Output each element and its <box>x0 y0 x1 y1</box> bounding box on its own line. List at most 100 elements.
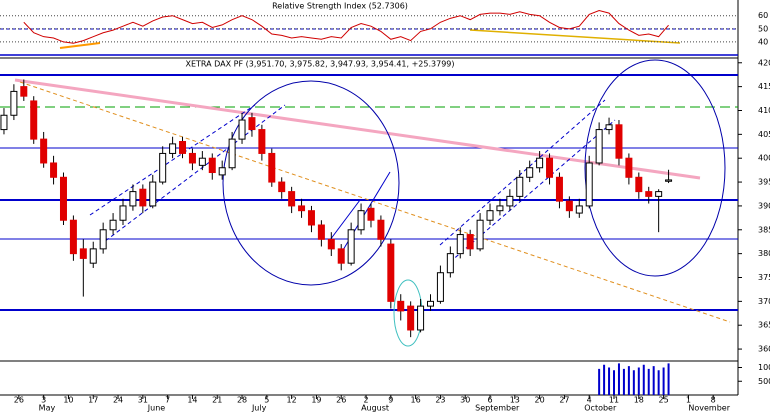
candle-body <box>655 191 663 197</box>
candle-body <box>456 234 464 255</box>
candle-body <box>417 305 425 331</box>
candle-body <box>288 191 296 207</box>
candle-body <box>367 207 375 221</box>
candle-body <box>575 205 583 214</box>
candle-body <box>50 162 58 178</box>
candle-body <box>228 138 236 169</box>
candle-body <box>10 90 18 116</box>
channel-line <box>439 99 606 246</box>
x-tick-label: 19 <box>311 396 321 405</box>
y-tick-label: 10000 <box>758 363 770 372</box>
candle-body <box>69 219 77 255</box>
y-tick-label: 50 <box>758 24 768 33</box>
y-tick-label: 5000 <box>758 377 770 386</box>
x-tick-label: 17 <box>88 396 98 405</box>
candle-body <box>357 210 365 231</box>
chart-title: XETRA DAX PF (3,951.70, 3,975.82, 3,947.… <box>185 60 454 69</box>
candle-body <box>159 152 167 183</box>
candle-body <box>20 86 28 97</box>
x-tick-label: 28 <box>237 396 247 405</box>
candle-body <box>347 229 355 264</box>
x-tick-label: 27 <box>559 396 569 405</box>
y-tick-label: 4100 <box>758 106 770 115</box>
x-tick-label: 26 <box>336 396 346 405</box>
candle-body <box>89 248 97 264</box>
candle-body <box>109 219 117 231</box>
candle-body <box>179 141 187 154</box>
x-tick-label: 20 <box>535 396 545 405</box>
y-tick-label: 3600 <box>758 345 770 354</box>
highlight-circle <box>584 59 726 277</box>
candle-body <box>248 117 256 131</box>
x-tick-label: 3 <box>41 396 46 405</box>
candle-body <box>387 243 395 302</box>
candle-body <box>585 162 593 207</box>
x-tick-label: 12 <box>287 396 297 405</box>
x-tick-label: 25 <box>659 396 669 405</box>
month-label: May <box>39 404 56 412</box>
channel-line <box>329 199 361 241</box>
candle-body <box>377 219 385 240</box>
y-tick-label: 3850 <box>758 225 770 234</box>
candle-body <box>149 181 157 207</box>
y-tick-label: 3700 <box>758 297 770 306</box>
candle-body <box>30 100 38 140</box>
candle-body <box>188 152 196 164</box>
candle-body <box>298 205 306 212</box>
candle-body <box>307 210 315 226</box>
y-tick-label: 40 <box>758 37 768 46</box>
candle-body <box>605 124 613 131</box>
x-tick-label: 1 <box>686 396 691 405</box>
y-tick-label: 4150 <box>758 82 770 91</box>
x-tick-label: 23 <box>435 396 445 405</box>
candle-body <box>565 200 573 212</box>
candle-body <box>555 176 563 202</box>
y-tick-label: 60 <box>758 11 768 20</box>
candle-body <box>397 300 405 312</box>
candle-body <box>595 129 603 164</box>
candle-body <box>546 157 554 178</box>
candle-body <box>506 195 514 207</box>
candle-body <box>665 179 673 182</box>
x-tick-label: 16 <box>411 396 421 405</box>
x-tick-label: 7 <box>165 396 170 405</box>
candle-body <box>278 181 286 193</box>
x-tick-label: 11 <box>609 396 619 405</box>
candle-body <box>268 152 276 183</box>
month-label: September <box>475 404 520 412</box>
x-tick-label: 30 <box>460 396 470 405</box>
candle-body <box>427 300 434 307</box>
rsi-trendline <box>469 29 681 44</box>
candle-body <box>407 305 415 331</box>
candle-body <box>317 224 325 240</box>
x-tick-label: 24 <box>113 396 123 405</box>
trendline <box>19 81 731 323</box>
candle-body <box>238 119 246 140</box>
trendline <box>14 78 701 180</box>
candle-body <box>327 238 335 250</box>
x-tick-label: 4 <box>587 396 592 405</box>
y-tick-label: 3900 <box>758 201 770 210</box>
rsi-title: Relative Strength Index (52.7306) <box>272 2 408 11</box>
candle-body <box>635 176 643 193</box>
candle-body <box>436 272 444 302</box>
channel-line <box>89 104 256 216</box>
x-tick-label: 13 <box>510 396 520 405</box>
y-tick-label: 3950 <box>758 178 770 187</box>
candle-body <box>198 157 206 166</box>
rsi-line <box>23 9 669 44</box>
candle-body <box>516 176 524 197</box>
candle-body <box>337 248 345 264</box>
month-label: August <box>361 404 389 412</box>
x-tick-label: 21 <box>212 396 222 405</box>
candle-body <box>129 191 137 207</box>
candle-body <box>526 167 534 178</box>
candle-body <box>496 205 504 212</box>
candle-body <box>476 219 484 250</box>
highlight-circle <box>222 80 400 286</box>
candle-body <box>169 143 177 154</box>
x-tick-label: 26 <box>14 396 24 405</box>
candle-body <box>218 167 226 176</box>
